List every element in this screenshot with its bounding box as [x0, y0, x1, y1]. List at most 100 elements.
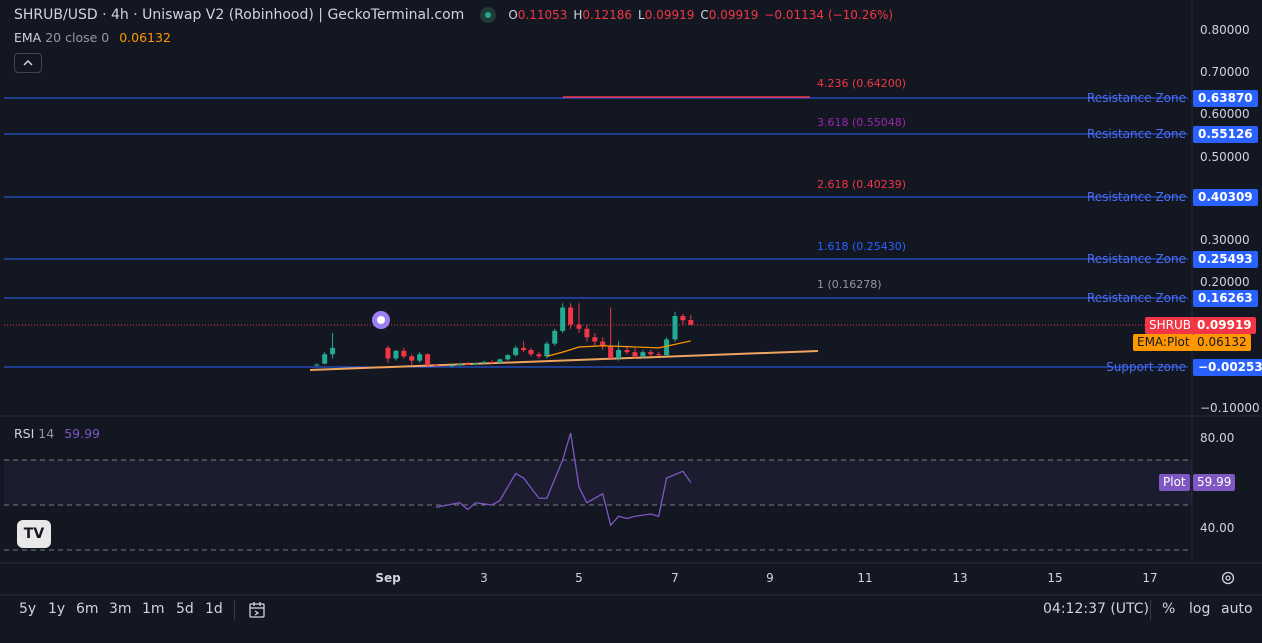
candle[interactable] [409, 354, 415, 365]
date-axis-label: 7 [671, 571, 679, 585]
candle[interactable] [489, 360, 495, 364]
candle-body [322, 354, 328, 364]
ohlc-open: O0.11053 [508, 8, 568, 22]
candle[interactable] [314, 363, 320, 367]
candle-body [544, 343, 550, 357]
candle[interactable] [640, 350, 646, 359]
candle[interactable] [385, 345, 391, 363]
candle[interactable] [322, 352, 328, 365]
candle-body [425, 354, 431, 366]
timeframe-1d-button[interactable]: 1d [205, 601, 223, 617]
candle[interactable] [664, 337, 670, 357]
timeframe-1m-button[interactable]: 1m [142, 601, 165, 617]
candle[interactable] [576, 303, 582, 333]
auto-scale-toggle[interactable]: auto [1221, 601, 1253, 617]
candle-body [552, 330, 558, 344]
candle[interactable] [632, 347, 638, 359]
symbol-title[interactable]: SHRUB/USD · 4h · Uniswap V2 (Robinhood) … [14, 7, 465, 23]
zone-label: Resistance Zone [1086, 127, 1186, 141]
candle[interactable] [425, 353, 431, 367]
percent-scale-toggle[interactable]: % [1162, 601, 1176, 617]
candle[interactable] [584, 324, 590, 342]
utc-clock[interactable]: 04:12:37 (UTC) [1043, 601, 1150, 617]
candle[interactable] [465, 361, 471, 366]
collapse-legend-button[interactable] [14, 53, 42, 73]
candle[interactable] [417, 352, 423, 363]
rsi-legend[interactable]: RSI 14 59.99 [14, 426, 100, 441]
candle-body [385, 347, 391, 359]
candle[interactable] [393, 350, 399, 361]
candle[interactable] [600, 337, 606, 350]
ema-legend[interactable]: EMA 20 close 0 0.06132 [14, 30, 171, 45]
event-marker-dot [377, 316, 385, 324]
zone-label: Support zone [1106, 360, 1186, 374]
candle[interactable] [433, 364, 439, 367]
candle[interactable] [544, 341, 550, 359]
zone-price-tag: 0.25493 [1193, 251, 1258, 268]
candle-body [664, 339, 670, 356]
date-range-icon[interactable] [247, 600, 267, 620]
candle[interactable] [536, 352, 542, 359]
date-axis-label: 3 [480, 571, 488, 585]
candle[interactable] [457, 363, 463, 367]
candle[interactable] [528, 347, 534, 357]
gear-icon[interactable] [1220, 570, 1236, 586]
candle[interactable] [521, 341, 527, 353]
rsi-name: RSI [14, 426, 35, 441]
candle[interactable] [505, 354, 511, 361]
candle[interactable] [497, 358, 503, 364]
candle-body [433, 365, 439, 367]
candle[interactable] [560, 303, 566, 333]
ema-price-value: 0.06132 [1193, 334, 1251, 351]
candle-body [584, 328, 590, 338]
candle[interactable] [656, 352, 662, 357]
candle[interactable] [672, 311, 678, 342]
timeframe-6m-button[interactable]: 6m [76, 601, 99, 617]
fib-level-label: 1 (0.16278) [817, 278, 882, 291]
candle[interactable] [608, 307, 614, 359]
candle-body [401, 350, 407, 357]
candle[interactable] [648, 350, 654, 357]
candle-body [409, 356, 415, 361]
candle-body [505, 355, 511, 360]
candle[interactable] [616, 341, 622, 361]
rsi-line[interactable] [435, 432, 692, 527]
ema-line[interactable] [546, 340, 691, 357]
candle[interactable] [568, 303, 574, 329]
timeframe-1y-button[interactable]: 1y [48, 601, 66, 617]
rsi-scale-label: 40.00 [1200, 520, 1235, 535]
price-change: −0.01134 (−10.26%) [764, 8, 894, 22]
candle[interactable] [552, 328, 558, 346]
candle[interactable] [481, 360, 487, 365]
timeframe-5y-button[interactable]: 5y [19, 601, 37, 617]
candle-body [497, 359, 503, 363]
timeframe-3m-button[interactable]: 3m [109, 601, 132, 617]
candle[interactable] [592, 333, 598, 346]
ohlc-close: C0.09919 [700, 8, 759, 22]
chevron-up-icon [23, 60, 33, 66]
candle[interactable] [401, 347, 407, 359]
zone-price-tag: −0.00253 [1193, 359, 1262, 376]
rsi-band [4, 460, 1192, 505]
timeframe-5d-button[interactable]: 5d [176, 601, 194, 617]
candle[interactable] [680, 313, 686, 325]
date-axis-label: 17 [1142, 571, 1158, 585]
trend-line[interactable] [309, 350, 819, 371]
tradingview-logo[interactable]: TV [17, 520, 51, 548]
candle-body [592, 337, 598, 342]
candle[interactable] [330, 333, 336, 359]
candle[interactable] [449, 364, 455, 367]
toolbar-separator [234, 600, 235, 620]
candle-body [576, 324, 582, 329]
candle[interactable] [513, 345, 519, 357]
candle[interactable] [688, 315, 694, 325]
market-status-icon[interactable] [480, 7, 497, 23]
price-scale-label: 0.20000 [1200, 275, 1250, 289]
symbol-price-label: SHRUB [1145, 317, 1195, 334]
log-scale-toggle[interactable]: log [1189, 601, 1211, 617]
candle-body [624, 350, 630, 353]
date-axis-label: Sep [375, 571, 401, 585]
zone-label: Resistance Zone [1086, 291, 1186, 305]
candle[interactable] [473, 362, 479, 366]
